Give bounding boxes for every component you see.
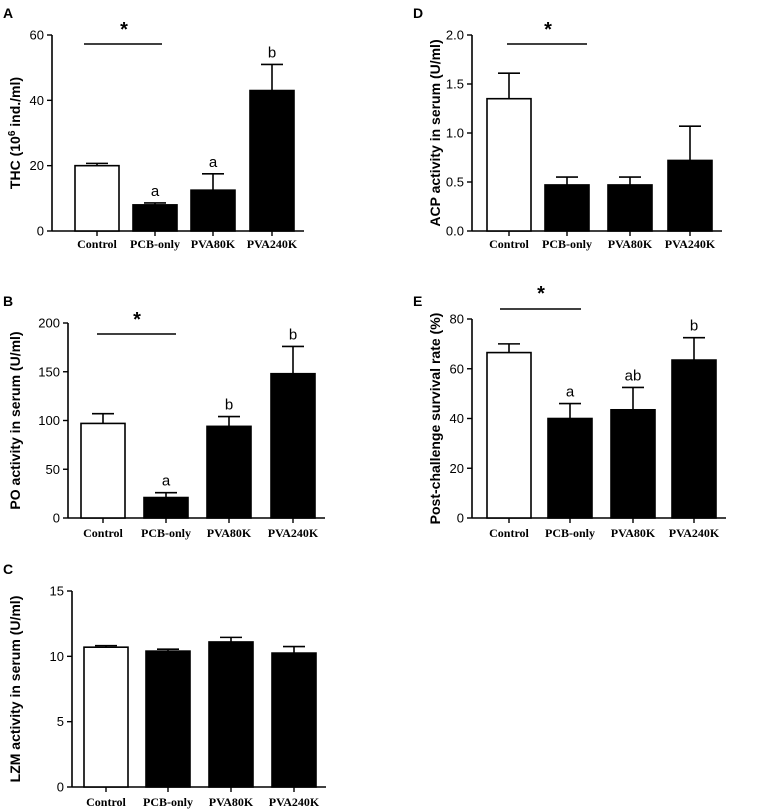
panel-a-sig-label-2: a (151, 183, 160, 200)
panel-e-sig-label-3: ab (625, 367, 642, 384)
panel-c-letter: C (3, 561, 13, 577)
panel-b-sig-label-2: a (162, 473, 171, 490)
panel-b-letter: B (3, 293, 13, 309)
panel-d-bar-3 (607, 184, 653, 232)
panel-e-bar-1 (486, 351, 532, 519)
panel-d-x-tick-label: PCB-only (542, 237, 592, 251)
panel-e-y-tick-label: 0 (457, 511, 464, 526)
panel-b-y-tick-label: 0 (53, 511, 60, 526)
panel-c-bar-4 (271, 652, 317, 788)
panel-b-y-tick-label: 100 (38, 413, 60, 428)
panel-c-y-tick-label: 15 (50, 584, 64, 599)
panel-b-bar-3 (206, 425, 252, 519)
panel-e-y-tick-label: 60 (450, 361, 464, 376)
panel-b-bar-1 (80, 422, 126, 519)
panel-c-y-tick-label: 10 (50, 649, 64, 664)
panel-a-x-tick-label: PCB-only (130, 237, 180, 251)
panel-b-y-tick-label: 150 (38, 364, 60, 379)
panel-b-bar-2 (143, 496, 189, 519)
panel-b-y-tick-label: 200 (38, 316, 60, 331)
panel-e-x-tick-label: PVA80K (611, 526, 656, 540)
panel-a-y-tick-label: 40 (30, 93, 44, 108)
panel-a-x-tick-label: PVA240K (247, 237, 298, 251)
panel-a-x-tick-label: Control (77, 237, 117, 251)
panel-d-bar-4 (667, 159, 713, 232)
panel-c-x-tick-label: PVA240K (269, 795, 320, 809)
panel-a-bar-1 (74, 164, 120, 232)
panel-e-bar-3 (610, 408, 656, 519)
panel-e-sig-label-2: a (566, 384, 575, 401)
panel-c-bar-1 (83, 646, 129, 788)
panel-a-x-tick-label: PVA80K (191, 237, 236, 251)
panel-e-y-tick-label: 40 (450, 411, 464, 426)
panel-a-letter: A (3, 5, 13, 21)
panel-a-bar-3 (190, 189, 236, 232)
panel-d-y-tick-label: 2.0 (446, 28, 464, 43)
panel-a-y-tick-label: 0 (37, 224, 44, 239)
panel-a-y-tick-label: 20 (30, 158, 44, 173)
panel-a-significance-star: * (120, 19, 128, 41)
panel-d-y-tick-label: 1.0 (446, 126, 464, 141)
panel-e-bar-4 (671, 359, 717, 519)
panel-e-y-tick-label: 80 (450, 312, 464, 327)
panel-e-x-tick-label: Control (489, 526, 529, 540)
panel-d-x-tick-label: PVA80K (608, 237, 653, 251)
panel-c-x-tick-label: Control (86, 795, 126, 809)
panel-d-bar-2 (544, 184, 590, 232)
panel-e-sig-label-4: b (690, 318, 698, 335)
panel-b-x-tick-label: Control (83, 526, 123, 540)
panel-d-bar-1 (486, 97, 532, 232)
panel-a-bar-4 (249, 89, 295, 232)
panel-d-letter: D (413, 5, 423, 21)
panel-d-y-axis-label: ACP activity in serum (U/ml) (427, 39, 443, 226)
panel-b-sig-label-4: b (289, 326, 297, 343)
panel-c-y-axis-label: LZM activity in serum (U/ml) (7, 596, 23, 783)
panel-c-x-tick-label: PCB-only (143, 795, 193, 809)
panel-b-sig-label-3: b (225, 397, 233, 414)
panel-d-y-tick-label: 0.0 (446, 224, 464, 239)
panel-b-x-tick-label: PVA80K (207, 526, 252, 540)
panel-b-x-tick-label: PCB-only (141, 526, 191, 540)
panel-a-y-axis-label: THC (106 ind./ml) (7, 77, 24, 189)
panel-e-y-axis-label: Post-challenge survival rate (%) (427, 313, 443, 525)
panel-b-y-tick-label: 50 (46, 462, 60, 477)
panel-a-sig-label-4: b (268, 44, 276, 61)
panel-b-significance-star: * (133, 309, 141, 331)
panel-c-bar-3 (208, 641, 254, 788)
panel-e-bar-2 (547, 417, 593, 519)
panel-e-y-tick-label: 20 (450, 461, 464, 476)
panel-d-x-tick-label: Control (489, 237, 529, 251)
panel-e-x-tick-label: PVA240K (669, 526, 720, 540)
panel-c-x-tick-label: PVA80K (209, 795, 254, 809)
panel-b-x-tick-label: PVA240K (268, 526, 319, 540)
panel-b-bar-4 (270, 372, 316, 519)
panel-d-y-tick-label: 0.5 (446, 175, 464, 190)
panel-b-y-axis-label: PO activity in serum (U/ml) (7, 331, 23, 509)
panel-e-significance-star: * (537, 283, 545, 305)
panel-d-x-tick-label: PVA240K (665, 237, 716, 251)
panel-a-bar-2 (132, 204, 178, 232)
panel-c-y-tick-label: 0 (57, 780, 64, 795)
panel-a-y-tick-label: 60 (30, 28, 44, 43)
panel-d-significance-star: * (544, 19, 552, 41)
panel-e-letter: E (413, 293, 422, 309)
panel-a-sig-label-3: a (209, 154, 218, 171)
panel-c-bar-2 (145, 650, 191, 788)
panel-e-x-tick-label: PCB-only (545, 526, 595, 540)
panel-c-y-tick-label: 5 (57, 714, 64, 729)
panel-d-y-tick-label: 1.5 (446, 77, 464, 92)
